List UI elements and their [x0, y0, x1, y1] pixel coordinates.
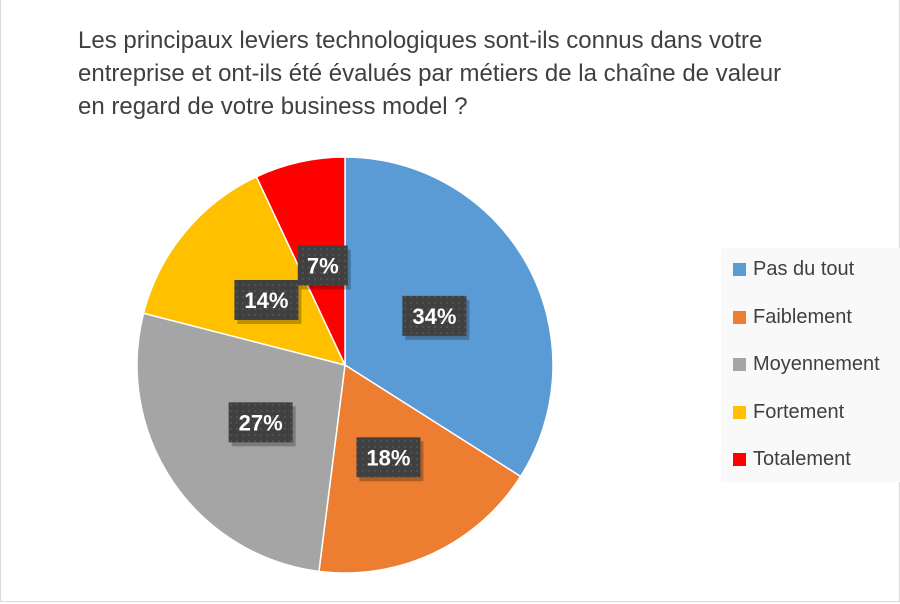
data-label: 14%	[234, 279, 302, 324]
legend-swatch	[733, 263, 746, 276]
legend-item: Faiblement	[733, 306, 852, 329]
data-label: 27%	[228, 402, 296, 447]
legend: Pas du tout Faiblement Moyennement Fortemen…	[721, 248, 900, 482]
legend-label: Totalement	[753, 448, 851, 470]
data-label-box	[402, 295, 467, 336]
data-label-text: 34%	[412, 304, 456, 329]
data-label: 34%	[402, 295, 470, 340]
legend-item: Pas du tout	[733, 258, 854, 281]
legend-label: Pas du tout	[753, 258, 855, 280]
legend-label: Faiblement	[753, 305, 852, 328]
legend-item: Moyennement	[733, 353, 880, 376]
legend-label: Fortement	[753, 400, 845, 423]
data-label-text: 18%	[366, 445, 410, 470]
data-label: 7%	[297, 245, 351, 290]
title-line: entreprise et ont-ils été évalués par mé…	[78, 60, 782, 87]
data-label-box	[228, 402, 293, 443]
data-label: 18%	[356, 437, 424, 482]
data-label-text: 14%	[244, 288, 288, 313]
data-label-text: 27%	[239, 410, 283, 435]
legend-swatch	[733, 453, 746, 466]
legend-swatch	[733, 405, 746, 419]
data-label-box	[234, 279, 299, 320]
chart-title: Les principaux leviers technologiques so…	[78, 24, 878, 123]
legend-label: Moyennement	[753, 353, 880, 375]
legend-item: Fortement	[733, 401, 844, 424]
legend-swatch	[733, 358, 746, 371]
data-label-text: 7%	[307, 253, 339, 278]
data-label-box	[356, 437, 421, 478]
legend-swatch	[733, 310, 746, 324]
title-line: en regard de votre business model ?	[78, 93, 468, 120]
title-line: Les principaux leviers technologiques so…	[78, 27, 763, 54]
data-label-box	[297, 245, 348, 286]
legend-item: Totalement	[733, 448, 851, 471]
